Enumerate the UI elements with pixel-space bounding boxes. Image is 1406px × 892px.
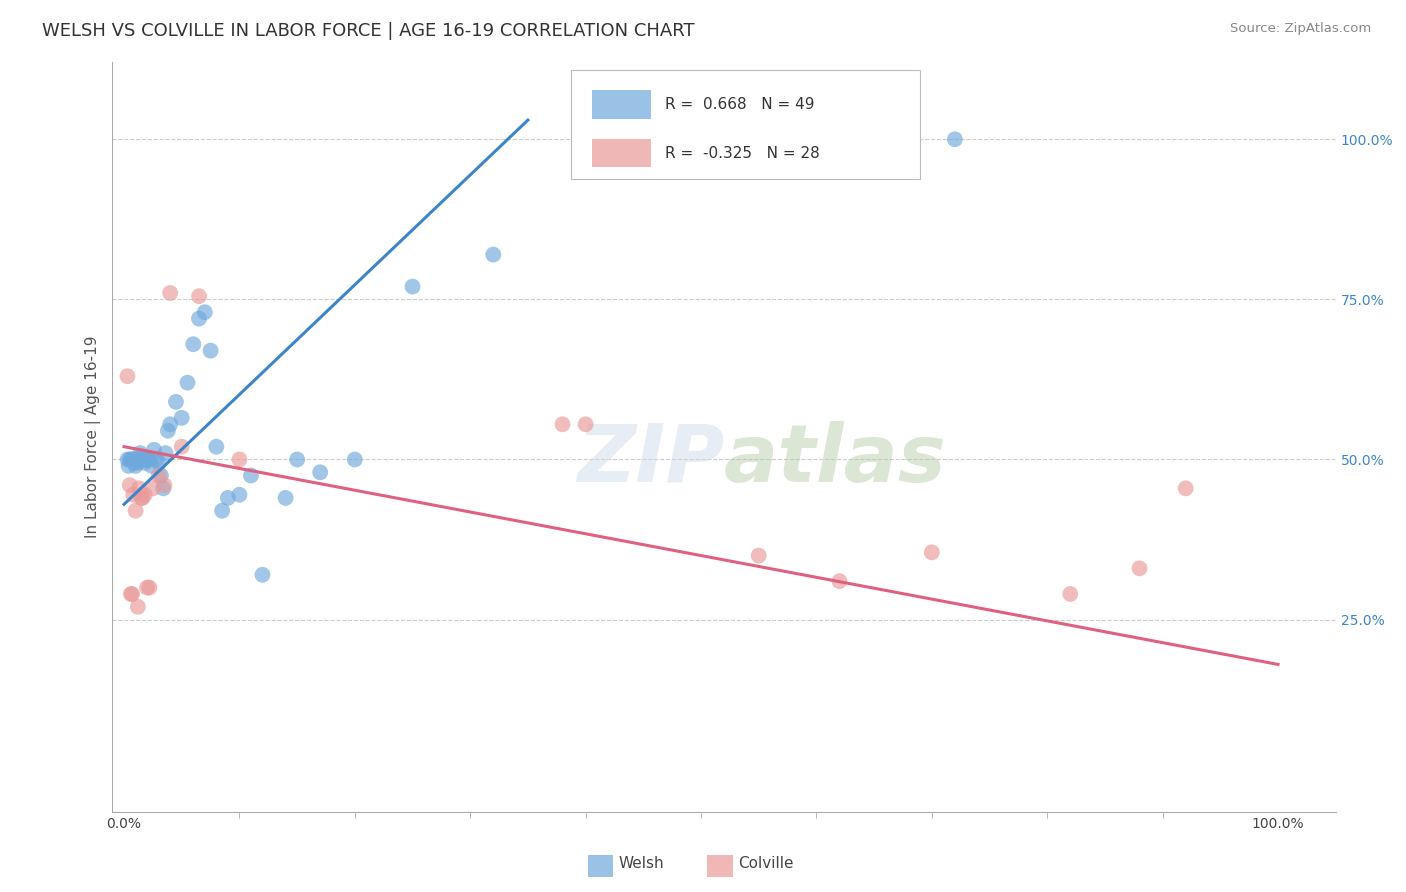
- Point: [921, 545, 943, 559]
- Point: [194, 305, 217, 319]
- Point: [131, 491, 153, 505]
- Point: [748, 549, 770, 563]
- Point: [118, 478, 141, 492]
- Point: [121, 587, 143, 601]
- Point: [285, 452, 308, 467]
- Point: [120, 587, 142, 601]
- Point: [575, 417, 598, 432]
- Point: [1059, 587, 1081, 601]
- Point: [165, 395, 187, 409]
- Point: [309, 465, 332, 479]
- Point: [138, 581, 160, 595]
- Point: [136, 581, 159, 595]
- Text: R =  -0.325   N = 28: R = -0.325 N = 28: [665, 145, 820, 161]
- Y-axis label: In Labor Force | Age 16-19: In Labor Force | Age 16-19: [86, 335, 101, 539]
- Point: [156, 424, 179, 438]
- Point: [148, 468, 170, 483]
- Point: [170, 410, 193, 425]
- Point: [127, 456, 149, 470]
- Point: [127, 599, 149, 614]
- Text: WELSH VS COLVILLE IN LABOR FORCE | AGE 16-19 CORRELATION CHART: WELSH VS COLVILLE IN LABOR FORCE | AGE 1…: [42, 22, 695, 40]
- Point: [228, 452, 250, 467]
- Point: [200, 343, 222, 358]
- Point: [124, 458, 146, 473]
- Point: [122, 452, 145, 467]
- Point: [143, 442, 166, 457]
- Point: [134, 488, 156, 502]
- Text: ZIP: ZIP: [576, 420, 724, 499]
- Point: [149, 468, 172, 483]
- Point: [122, 488, 145, 502]
- Point: [274, 491, 297, 505]
- Point: [188, 289, 211, 303]
- Point: [211, 504, 233, 518]
- Point: [120, 452, 142, 467]
- Point: [170, 440, 193, 454]
- Point: [117, 369, 139, 384]
- Point: [943, 132, 966, 146]
- Point: [117, 452, 139, 467]
- Point: [141, 458, 163, 473]
- Text: Welsh: Welsh: [619, 856, 664, 871]
- Point: [155, 446, 177, 460]
- Point: [125, 452, 148, 467]
- Bar: [592, 139, 651, 168]
- Point: [145, 452, 167, 467]
- Point: [205, 440, 228, 454]
- Point: [828, 574, 851, 589]
- Point: [128, 452, 150, 467]
- Point: [239, 468, 262, 483]
- Point: [228, 488, 250, 502]
- Point: [482, 247, 505, 261]
- Point: [176, 376, 198, 390]
- Point: [118, 452, 141, 467]
- Point: [136, 452, 159, 467]
- Point: [131, 491, 153, 505]
- Point: [124, 504, 146, 518]
- Text: Colville: Colville: [738, 856, 793, 871]
- Text: atlas: atlas: [724, 420, 946, 499]
- Bar: [592, 90, 651, 119]
- Point: [252, 567, 274, 582]
- Point: [401, 279, 423, 293]
- Point: [188, 311, 211, 326]
- Point: [134, 456, 156, 470]
- Text: Source: ZipAtlas.com: Source: ZipAtlas.com: [1230, 22, 1371, 36]
- Point: [128, 481, 150, 495]
- Point: [748, 132, 770, 146]
- Point: [1174, 481, 1197, 495]
- Point: [142, 481, 165, 495]
- Point: [551, 417, 574, 432]
- Point: [181, 337, 204, 351]
- Point: [343, 452, 366, 467]
- Point: [138, 452, 160, 467]
- Point: [153, 478, 176, 492]
- Point: [1128, 561, 1150, 575]
- Point: [148, 456, 170, 470]
- Point: [132, 452, 155, 467]
- Point: [117, 458, 139, 473]
- Point: [124, 456, 146, 470]
- Point: [152, 481, 174, 495]
- Point: [159, 417, 181, 432]
- Point: [159, 285, 181, 300]
- Point: [121, 452, 143, 467]
- Text: R =  0.668   N = 49: R = 0.668 N = 49: [665, 97, 815, 112]
- Point: [129, 446, 152, 460]
- FancyBboxPatch shape: [571, 70, 920, 178]
- Point: [131, 452, 153, 467]
- Point: [131, 450, 153, 464]
- Point: [135, 452, 157, 467]
- Point: [217, 491, 239, 505]
